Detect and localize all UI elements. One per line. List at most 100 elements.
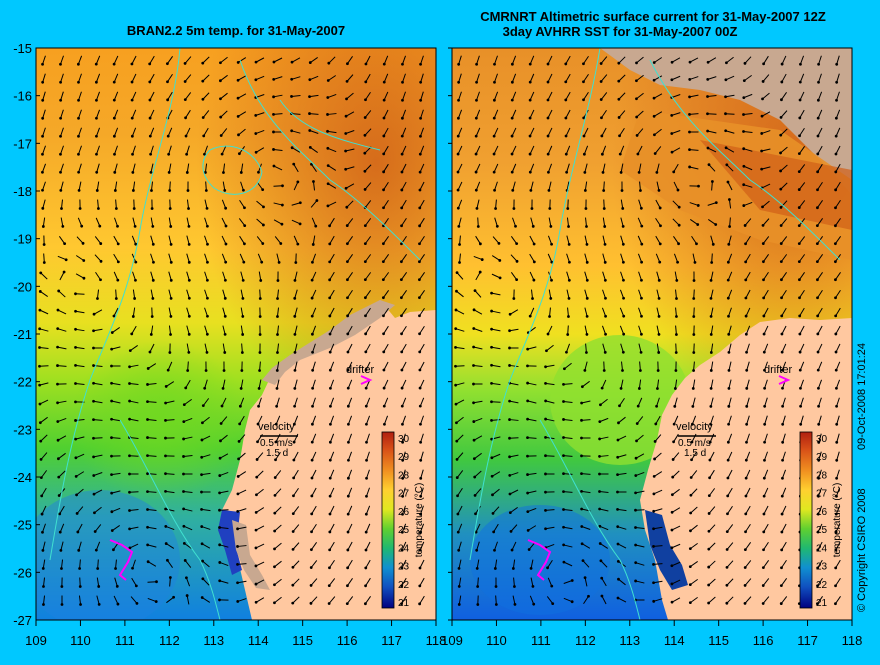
velocity-arrow-head	[816, 278, 819, 281]
velocity-arrow-head	[400, 278, 403, 281]
velocity-arrow-head	[327, 62, 330, 65]
velocity-arrow-head	[562, 508, 565, 511]
velocity-arrow-head	[242, 189, 245, 192]
velocity-arrow-head	[202, 134, 205, 137]
velocity-arrow-head	[255, 547, 258, 550]
velocity-arrow-head	[311, 315, 314, 318]
velocity-arrow-head	[347, 351, 350, 354]
velocity-arrow-head	[745, 405, 748, 408]
velocity-arrow-head	[475, 81, 478, 84]
velocity-arrow-head	[652, 563, 655, 566]
velocity-arrow-head	[580, 472, 583, 475]
velocity-arrow-head	[834, 224, 837, 227]
velocity-arrow-head	[835, 441, 838, 444]
velocity-arrow-head	[456, 271, 459, 274]
velocity-arrow-head	[224, 315, 227, 318]
velocity-arrow-head	[237, 61, 240, 64]
velocity-arrow-head	[187, 207, 190, 210]
velocity-arrow-head	[74, 310, 77, 313]
velocity-arrow-head	[328, 531, 331, 534]
copyright-credit: © Copyright CSIRO 2008	[856, 488, 868, 612]
velocity-arrow-head	[690, 494, 693, 497]
velocity-arrow-head	[309, 146, 312, 149]
velocity-arrow-head	[60, 585, 63, 588]
velocity-arrow-head	[201, 596, 204, 599]
velocity-arrow-head	[622, 297, 625, 300]
velocity-arrow-head	[544, 491, 547, 494]
velocity-arrow-head	[708, 476, 711, 479]
longitude-tick-label: 116	[753, 633, 774, 648]
velocity-arrow-head	[166, 98, 169, 101]
velocity-arrow-head	[652, 581, 655, 584]
velocity-arrow-head	[166, 80, 169, 83]
velocity-arrow-head	[272, 113, 275, 116]
velocity-arrow-head	[799, 351, 802, 354]
velocity-arrow-head	[344, 150, 347, 153]
velocity-arrow-head	[834, 584, 837, 587]
velocity-arrow-head	[634, 509, 637, 512]
velocity-arrow-head	[110, 348, 113, 351]
velocity-arrow-head	[92, 329, 95, 332]
velocity-arrow-head	[508, 364, 511, 367]
velocity-arrow-head	[419, 441, 422, 444]
velocity-arrow-head	[310, 566, 313, 569]
velocity-arrow-head	[259, 333, 262, 336]
velocity-arrow-head	[490, 292, 493, 295]
velocity-arrow-head	[400, 260, 403, 263]
velocity-arrow-head	[742, 204, 745, 207]
velocity-arrow-head	[363, 170, 366, 173]
velocity-arrow-head	[710, 387, 713, 390]
velocity-arrow-head	[255, 476, 258, 479]
velocity-arrow-head	[653, 458, 656, 461]
velocity-arrow-head	[38, 327, 41, 330]
velocity-arrow-head	[205, 369, 208, 372]
colorbar-tick-label: 25	[398, 525, 410, 536]
velocity-arrow-head	[529, 189, 532, 192]
velocity-arrow-head	[309, 61, 312, 64]
velocity-arrow-head	[290, 129, 293, 132]
velocity-arrow-head	[346, 566, 349, 569]
right-colorbar-title: temperature (°C)	[832, 483, 843, 558]
velocity-arrow-head	[77, 63, 80, 66]
velocity-arrow-head	[83, 277, 86, 280]
velocity-arrow-head	[762, 530, 765, 533]
velocity-arrow-head	[710, 261, 713, 264]
velocity-arrow-head	[659, 243, 662, 246]
right-drifter-label: drifter	[764, 364, 792, 376]
velocity-arrow-head	[59, 153, 62, 156]
velocity-arrow-head	[59, 135, 62, 138]
velocity-arrow-head	[586, 297, 589, 300]
velocity-arrow-head	[640, 207, 643, 210]
velocity-arrow-head	[658, 315, 661, 318]
velocity-arrow-head	[658, 333, 661, 336]
velocity-arrow-head	[457, 189, 460, 192]
longitude-tick-label: 118	[842, 633, 863, 648]
velocity-arrow-head	[511, 99, 514, 102]
velocity-arrow-head	[146, 526, 149, 529]
velocity-arrow-head	[706, 130, 709, 133]
velocity-arrow-head	[743, 79, 746, 82]
velocity-arrow-head	[622, 261, 625, 264]
velocity-arrow-head	[456, 476, 459, 479]
velocity-arrow-head	[365, 441, 368, 444]
velocity-arrow-head	[780, 206, 783, 209]
velocity-arrow-head	[490, 456, 493, 459]
velocity-arrow-head	[401, 405, 404, 408]
velocity-arrow-head	[511, 549, 514, 552]
velocity-arrow-head	[799, 369, 802, 372]
velocity-arrow-head	[688, 166, 691, 169]
velocity-arrow-head	[654, 440, 657, 443]
velocity-arrow-head	[817, 81, 820, 84]
velocity-arrow-head	[94, 530, 97, 533]
colorbar-tick-label: 22	[816, 580, 828, 591]
velocity-arrow-head	[57, 439, 60, 442]
velocity-arrow-head	[219, 439, 222, 442]
velocity-arrow-head	[188, 297, 191, 300]
velocity-arrow-head	[493, 549, 496, 552]
latitude-tick-label: -27	[13, 613, 32, 628]
velocity-arrow-head	[255, 565, 258, 568]
longitude-tick-label: 115	[708, 633, 729, 648]
velocity-arrow-head	[290, 78, 293, 81]
velocity-arrow-head	[113, 135, 116, 138]
velocity-arrow-head	[134, 225, 137, 228]
